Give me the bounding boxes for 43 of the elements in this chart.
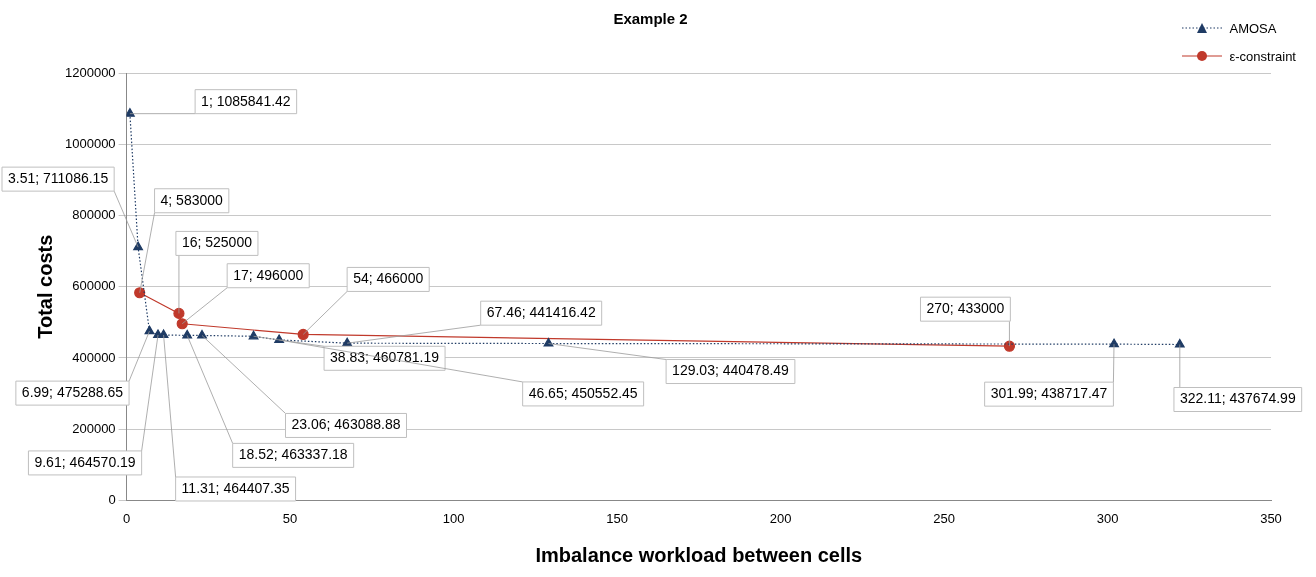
data-label: 38.83; 460781.19 (330, 349, 440, 366)
data-label: 18.52; 463337.18 (238, 446, 348, 463)
x-tick-label: 150 (606, 510, 628, 526)
x-tick-label: 250 (933, 510, 955, 526)
point (126, 108, 135, 117)
y-axis-title: Total costs (33, 234, 56, 339)
x-tick-label: 200 (769, 510, 792, 526)
x-tick-label: 100 (442, 510, 465, 526)
data-label: 129.03; 440478.49 (672, 362, 790, 379)
point (248, 330, 259, 340)
x-axis-title: Imbalance workload between cells (535, 543, 863, 566)
data-label: 301.99; 438717.47 (990, 385, 1108, 401)
point (297, 328, 309, 341)
data-label: 16; 525000 (181, 234, 253, 251)
x-tick-label: 350 (1260, 510, 1282, 526)
data-label: 9.61; 464570.19 (34, 453, 136, 470)
data-label: 1; 1085841.42 (201, 92, 291, 109)
x-tick-label: 50 (282, 510, 298, 526)
data-label: 67.46; 441416.42 (486, 304, 596, 321)
y-tick-label: 400000 (72, 349, 116, 365)
x-tick-label: 300 (1096, 510, 1119, 526)
y-tick-label: 0 (108, 491, 116, 507)
y-tick-label: 200000 (72, 420, 116, 436)
data-label: 322.11; 437674.99 (1179, 390, 1296, 407)
data-label: 54; 466000 (353, 270, 424, 287)
y-tick-label: 600000 (72, 278, 116, 294)
y-tick-label: 1200000 (64, 64, 116, 80)
legend-label: AMOSA (1229, 20, 1277, 36)
data-label: 23.06; 463088.88 (291, 416, 401, 433)
data-label: 46.65; 450552.45 (528, 384, 638, 401)
x-tick-label: 0 (122, 510, 131, 526)
point (176, 318, 188, 330)
data-label: 11.31; 464407.35 (181, 479, 290, 496)
data-label: 4; 583000 (160, 191, 224, 208)
data-label: 3.51; 711086.15 (8, 169, 109, 186)
data-label: 6.99; 475288.65 (21, 383, 124, 400)
legend-label: ε-constraint (1229, 48, 1296, 64)
data-label: 270; 433000 (926, 300, 1005, 317)
y-tick-label: 800000 (72, 207, 116, 223)
y-tick-label: 1000000 (64, 135, 116, 151)
data-label: 17; 496000 (233, 266, 304, 283)
point (1174, 338, 1185, 348)
chart-title: Example 2 (613, 10, 688, 28)
